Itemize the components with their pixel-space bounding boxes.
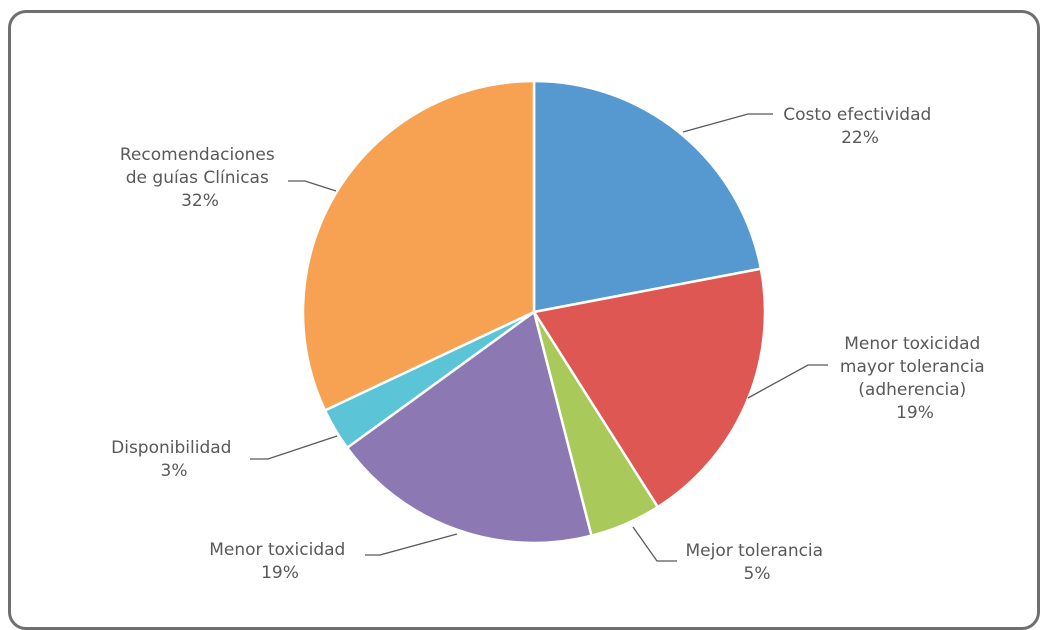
- leader-line-mejor-tolerancia: [632, 526, 677, 562]
- label-rec-pct: 32%: [181, 191, 219, 211]
- label-rec-line2: de guías Clínicas: [126, 168, 269, 188]
- leader-line-costo-efectividad: [682, 113, 773, 133]
- leader-line-disponibilidad: [250, 435, 338, 460]
- label-costo-efectividad: Costo efectividad 22%: [783, 105, 936, 148]
- label-menor-toxicidad-mayor-tolerancia: Menor toxicidad mayor tolerancia (adhere…: [840, 334, 990, 423]
- label-disponibilidad: Disponibilidad 3%: [111, 438, 237, 481]
- label-mtmt-line1: Menor toxicidad: [844, 334, 980, 354]
- pie-slices: [301, 79, 767, 545]
- pie-slice-menor-toxicidad-mayor-tolerancia-adherencia: [532, 267, 767, 509]
- pie-slice-recomendaciones-de-guias-clinicas: [301, 79, 536, 412]
- label-rec-line1: Recomendaciones: [120, 145, 275, 165]
- label-costo-efectividad-name: Costo efectividad: [783, 105, 931, 125]
- label-menor-toxicidad-pct: 19%: [261, 563, 299, 583]
- label-mejor-tolerancia-name: Mejor tolerancia: [686, 541, 824, 561]
- pie-slice-menor-toxicidad: [345, 310, 593, 545]
- label-disponibilidad-pct: 3%: [161, 461, 188, 481]
- label-mtmt-line3: (adherencia): [858, 380, 966, 400]
- label-costo-efectividad-pct: 22%: [841, 128, 879, 148]
- label-disponibilidad-name: Disponibilidad: [111, 438, 231, 458]
- pie-chart: Costo efectividad 22% Menor toxicidad ma…: [111, 79, 990, 584]
- leader-line-menor-toxicidad: [365, 533, 458, 556]
- leader-line-menor-toxicidad-mayor-tolerancia: [747, 364, 828, 399]
- leader-line-recomendaciones: [288, 180, 337, 192]
- label-mtmt-pct: 19%: [896, 403, 934, 423]
- label-mtmt-line2: mayor tolerancia: [840, 357, 985, 377]
- label-mejor-tolerancia-pct: 5%: [744, 564, 771, 584]
- label-menor-toxicidad-name: Menor toxicidad: [209, 540, 345, 560]
- label-recomendaciones-guias-clinicas: Recomendaciones de guías Clínicas 32%: [120, 145, 280, 211]
- label-mejor-tolerancia: Mejor tolerancia 5%: [686, 541, 829, 584]
- label-menor-toxicidad: Menor toxicidad 19%: [209, 540, 351, 583]
- pie-slice-costo-efectividad: [532, 79, 763, 314]
